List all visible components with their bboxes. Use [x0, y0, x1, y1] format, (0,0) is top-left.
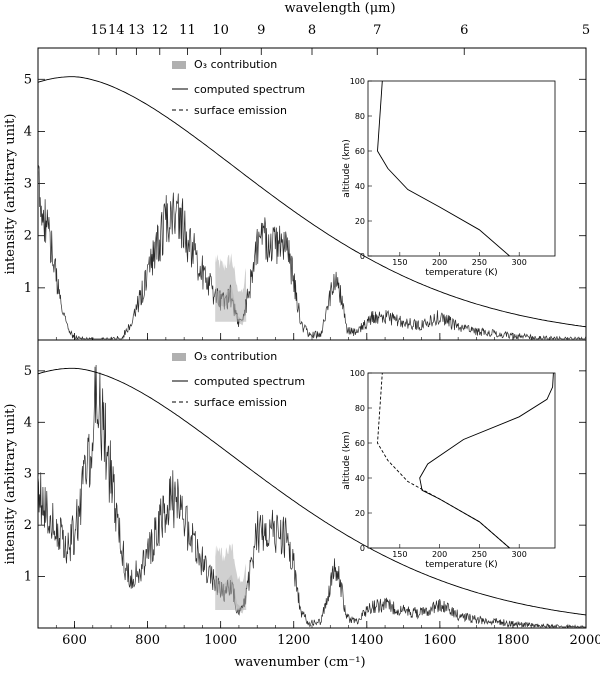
legend-o3-label: O₃ contribution: [194, 58, 277, 71]
y-tick-label: 4: [24, 415, 32, 430]
top-axis-tick-label: 8: [308, 23, 316, 38]
y-axis-title: intensity (arbitrary unit): [3, 114, 18, 275]
inset-x-title: temperature (K): [425, 268, 497, 278]
y-tick-label: 3: [24, 177, 32, 192]
inset-x-tick-label: 150: [392, 550, 407, 559]
top-axis-tick-label: 9: [257, 23, 265, 38]
inset-plot: 150 200 250 300 0 20 40 60 80 100 temperature (K) a…: [342, 369, 556, 570]
top-axis-tick-label: 5: [582, 23, 590, 38]
x-tick-label: 1600: [423, 633, 456, 648]
legend: O₃ contribution computed spectrum surface …: [172, 350, 305, 409]
o3-contribution-overlay: [215, 574, 247, 610]
computed-spectrum-line: [38, 364, 586, 628]
panel-top: 1 2 3 4 5 intensity (arbitrary unit) O₃ contri…: [3, 47, 587, 341]
top-axis-tick-label: 6: [460, 23, 468, 38]
legend-o3-swatch: [172, 61, 186, 69]
top-axis-tick-label: 13: [128, 23, 145, 38]
y-tick-label: 1: [24, 281, 32, 296]
top-axis-tick-label: 12: [152, 23, 169, 38]
top-axis-title: wavelength (μm): [284, 1, 395, 16]
computed-spectrum-line: [38, 165, 586, 340]
inset-y-tick-label: 0: [360, 252, 365, 261]
surface-emission-curve: [38, 76, 586, 328]
inset-y-tick-label: 80: [355, 112, 365, 121]
inset-x-tick-label: 200: [432, 550, 447, 559]
inset-x-title: temperature (K): [425, 560, 497, 570]
x-tick-label: 1800: [496, 633, 529, 648]
inset-y-tick-label: 40: [355, 474, 365, 483]
top-axis-tick-label: 10: [212, 23, 229, 38]
x-tick-label: 1400: [350, 633, 383, 648]
legend-surface-label: surface emission: [194, 104, 287, 117]
inset-y-tick-label: 40: [355, 182, 365, 191]
legend-o3-swatch: [172, 353, 186, 361]
inset-y-tick-label: 60: [355, 439, 365, 448]
inset-x-tick-label: 250: [472, 550, 487, 559]
y-tick-label: 3: [24, 467, 32, 482]
inset-temperature-profile: [419, 372, 554, 549]
top-axis-tick-label: 7: [373, 23, 381, 38]
inset-y-tick-label: 20: [355, 217, 365, 226]
inset-frame: [367, 372, 556, 549]
x-tick-label: 1000: [204, 633, 237, 648]
inset-temperature-profile: [377, 80, 510, 257]
inset-x-tick-label: 300: [512, 258, 527, 267]
inset-y-tick-label: 60: [355, 147, 365, 156]
y-tick-label: 4: [24, 124, 32, 139]
x-tick-label: 2000: [569, 633, 600, 648]
legend-surface-label: surface emission: [194, 396, 287, 409]
x-axis-title: wavenumber (cm⁻¹): [234, 655, 365, 670]
x-tick-label: 800: [135, 633, 160, 648]
inset-y-tick-label: 0: [360, 544, 365, 553]
inset-x-tick-label: 250: [472, 258, 487, 267]
inset-y-title: altitude (km): [342, 431, 352, 489]
inset-y-tick-label: 100: [350, 77, 365, 86]
top-axis-ticks: 15 14 13 12 11 10 9 8 7 6 5: [91, 23, 590, 55]
y-tick-label: 5: [24, 364, 32, 379]
inset-y-tick-label: 20: [355, 509, 365, 518]
o3-contribution-overlay: [215, 286, 247, 322]
inset-y-title: altitude (km): [342, 139, 352, 197]
legend-computed-label: computed spectrum: [194, 375, 305, 388]
legend-o3-label: O₃ contribution: [194, 350, 277, 363]
y-tick-label: 5: [24, 72, 32, 87]
surface-emission-curve: [38, 367, 586, 616]
legend-computed-label: computed spectrum: [194, 83, 305, 96]
top-axis-tick-label: 11: [179, 23, 196, 38]
top-axis-tick-label: 14: [108, 23, 125, 38]
y-tick-label: 1: [24, 570, 32, 585]
inset-x-tick-label: 150: [392, 258, 407, 267]
inset-x-tick-label: 200: [432, 258, 447, 267]
inset-x-tick-label: 300: [512, 550, 527, 559]
x-tick-label: 1200: [277, 633, 310, 648]
y-axis-title: intensity (arbitrary unit): [3, 404, 18, 565]
y-tick-label: 2: [24, 229, 32, 244]
top-axis-tick-label: 15: [91, 23, 108, 38]
inset-plot: 150 200 250 300 0 20 40 60 80 100 temperature (K) a…: [342, 77, 556, 278]
inset-y-tick-label: 100: [350, 369, 365, 378]
inset-y-tick-label: 80: [355, 404, 365, 413]
inset-frame: [367, 80, 556, 257]
y-tick-label: 2: [24, 518, 32, 533]
legend: O₃ contribution computed spectrum surface …: [172, 58, 305, 117]
x-tick-label: 600: [62, 633, 87, 648]
